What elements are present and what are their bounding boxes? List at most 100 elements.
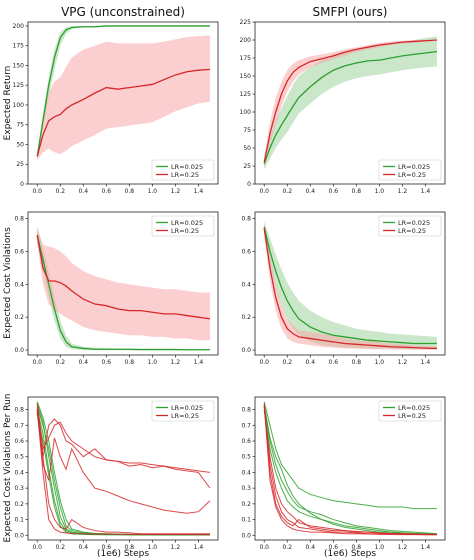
y-tick-label: 150 (240, 73, 252, 80)
run-line-lr-0025-1 (263, 401, 437, 510)
plot-area (263, 401, 437, 536)
axes-frame (27, 21, 219, 185)
run-line-lr-025-9 (36, 412, 210, 535)
x-tick-label: 1.2 (171, 544, 181, 551)
x-tick-label: 1.0 (148, 188, 158, 195)
y-tick-label: 0.4 (241, 281, 251, 288)
y-tick-label: 75 (243, 127, 251, 134)
run-line-lr-025-8 (36, 406, 211, 514)
band-lr-025 (37, 226, 210, 341)
y-tick-label: 0.8 (241, 407, 251, 414)
x-tick-label: 1.2 (171, 188, 181, 195)
legend-label-lr-025: LR=0.25 (398, 227, 426, 235)
y-tick-label: 0.1 (14, 517, 24, 524)
x-tick-label: 0.6 (102, 188, 112, 195)
plot-area (263, 221, 437, 350)
x-tick-label: 0.0 (32, 188, 42, 195)
x-tick-label: 0.2 (55, 544, 65, 551)
x-tick-label: 1.4 (421, 188, 431, 195)
band-lr-0025 (264, 221, 437, 350)
y-tick-label: 0.5 (241, 454, 251, 461)
series-line-lr-0025 (36, 234, 210, 351)
series-line-lr-025 (36, 234, 211, 320)
series-line-lr-025 (263, 228, 437, 350)
panel-row2-right: 0.0 0.2 0.4 0.6 0.8 1.0 1.2 1.4 0.0 0.2 0.4 0.6 0.8 L… (241, 211, 446, 366)
plot-area (36, 226, 211, 351)
y-tick-label: 0.8 (14, 407, 24, 414)
y-tick-label: 175 (13, 43, 25, 50)
band-lr-0025 (264, 36, 437, 170)
axes-frame (254, 211, 446, 356)
x-tick-label: 1.4 (194, 188, 204, 195)
y-tick-label: 0.0 (241, 532, 251, 539)
x-tick-label: 0.4 (305, 188, 315, 195)
x-tick-label: 0.8 (352, 188, 362, 195)
row-ylabel-1: Expected Return (3, 66, 13, 141)
y-tick-label: 0 (247, 181, 251, 188)
legend-label-lr-025: LR=0.25 (171, 227, 199, 235)
legend-label-lr-0025: LR=0.025 (398, 219, 430, 227)
x-tick-label: 1.2 (171, 359, 181, 366)
y-tick-label: 0.3 (241, 485, 251, 492)
x-tick-label: 1.2 (398, 544, 408, 551)
axes-frame (254, 21, 446, 185)
axes-frame (27, 211, 219, 356)
y-tick-label: 0.5 (14, 454, 24, 461)
x-tick-label: 1.0 (148, 359, 158, 366)
x-tick-label: 0.2 (282, 188, 292, 195)
legend-label-lr-025: LR=0.25 (398, 412, 426, 420)
y-tick-label: 25 (16, 161, 24, 168)
x-tick-label: 0.8 (125, 544, 135, 551)
legend-label-lr-0025: LR=0.025 (171, 163, 203, 171)
x-tick-label: 1.4 (421, 359, 431, 366)
x-tick-label: 0.0 (259, 544, 269, 551)
x-tick-label: 0.8 (125, 359, 135, 366)
series-line-lr-0025 (263, 50, 438, 165)
x-tick-label: 0.4 (305, 359, 315, 366)
run-line-lr-025-7 (36, 409, 211, 489)
x-tick-label: 0.4 (78, 188, 88, 195)
legend-label-lr-025: LR=0.25 (398, 171, 426, 179)
y-tick-label: 0.2 (14, 501, 24, 508)
x-tick-label: 0.0 (32, 544, 42, 551)
y-tick-label: 200 (13, 23, 25, 30)
legend-label-lr-0025: LR=0.025 (171, 404, 203, 412)
y-tick-label: 0.8 (241, 216, 251, 223)
column-title-2: SMFPI (ours) (313, 5, 388, 19)
panel-row1-left: 0.0 0.2 0.4 0.6 0.8 1.0 1.2 1.4 0 25 50 75 100 125 150… (13, 21, 219, 195)
y-tick-label: 0.6 (14, 248, 24, 255)
panel-row3-left: 0.0 0.2 0.4 0.6 0.8 1.0 1.2 1.4 0.0 0.1 0.2 0.3 0.4 0… (14, 396, 219, 551)
run-line-lr-025-6 (263, 406, 437, 536)
column-title-1: VPG (unconstrained) (61, 5, 185, 19)
y-tick-label: 0.7 (14, 422, 24, 429)
x-tick-label: 0.6 (329, 544, 339, 551)
plot-area (36, 25, 210, 161)
x-tick-label: 1.0 (148, 544, 158, 551)
x-tick-label: 0.6 (329, 188, 339, 195)
legend-label-lr-025: LR=0.25 (171, 171, 199, 179)
series-line-lr-025 (36, 68, 210, 157)
y-tick-label: 0.4 (14, 469, 24, 476)
run-line-lr-025-5 (263, 403, 437, 535)
row-ylabel-3: Expected Cost Violations Per Run (3, 394, 13, 543)
plot-area (263, 36, 438, 170)
series-line-lr-025 (263, 39, 437, 163)
y-tick-label: 200 (240, 37, 252, 44)
y-tick-label: 0.2 (241, 501, 251, 508)
x-tick-label: 0.2 (55, 188, 65, 195)
legend-label-lr-0025: LR=0.025 (398, 404, 430, 412)
y-tick-label: 0.8 (14, 216, 24, 223)
y-tick-label: 0.4 (241, 469, 251, 476)
x-tick-label: 1.0 (375, 359, 385, 366)
panel-row2-left: 0.0 0.2 0.4 0.6 0.8 1.0 1.2 1.4 0.0 0.2 0.4 0.6 0.8 L… (14, 211, 219, 366)
y-tick-label: 100 (13, 102, 25, 109)
x-tick-label: 0.2 (55, 359, 65, 366)
y-tick-label: 0.6 (241, 438, 251, 445)
run-line-lr-025-7 (263, 409, 437, 535)
x-tick-label: 0.0 (259, 359, 269, 366)
x-tick-label: 1.4 (194, 359, 204, 366)
